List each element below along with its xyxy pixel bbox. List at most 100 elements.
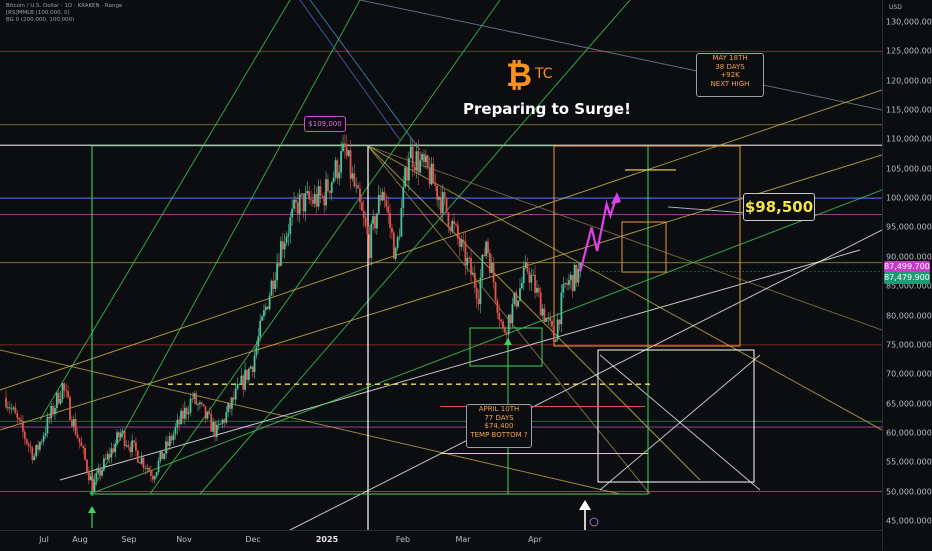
candle-body	[571, 275, 574, 292]
candle-body	[279, 241, 282, 266]
candle-body	[370, 223, 373, 258]
candle-body	[423, 154, 425, 163]
candle-body	[328, 190, 331, 193]
candle-body	[146, 468, 149, 469]
candle-body	[101, 469, 103, 476]
price-badge: 87,479.900	[884, 271, 930, 284]
candle-body	[231, 397, 233, 409]
candle-body	[197, 404, 199, 405]
target-price-callout: $98,500	[743, 193, 815, 221]
candle-body	[189, 398, 192, 413]
candle-body	[524, 262, 527, 268]
candle-body	[488, 253, 491, 273]
y-tick-label: 55,000.000	[886, 457, 932, 467]
x-tick-label: Aug	[72, 535, 88, 544]
candle-body	[114, 443, 117, 453]
candle-body	[170, 436, 173, 441]
candle-body	[345, 147, 348, 156]
candle-body	[93, 479, 96, 492]
y-tick-label: 60,000.000	[886, 428, 932, 438]
candle-body	[240, 375, 243, 385]
candle-body	[263, 310, 265, 317]
candle-body	[334, 160, 337, 178]
candle-body	[368, 234, 371, 258]
trendline-9	[367, 145, 882, 431]
candle-body	[161, 451, 164, 459]
candle-body	[229, 403, 231, 409]
candle-body	[349, 150, 352, 179]
candle-body	[136, 450, 139, 463]
candle-body	[52, 406, 54, 415]
candle-body	[121, 430, 124, 433]
candle-body	[402, 186, 405, 208]
projection-path	[579, 197, 618, 272]
candle-body	[118, 432, 120, 438]
candle-body	[38, 442, 41, 450]
candle-body	[332, 177, 335, 183]
candle-body	[285, 236, 288, 243]
trendline-16	[599, 354, 761, 491]
target-leader-line	[667, 206, 746, 214]
legend-indicator-1: [RS]MMLB (100,000, 0)	[6, 10, 70, 16]
trendline-4	[0, 89, 882, 391]
candle-body	[131, 440, 134, 453]
candle-body	[575, 264, 578, 283]
y-tick-label: 85,000.000	[886, 281, 932, 291]
candle-body	[460, 239, 463, 247]
candle-body	[253, 355, 256, 373]
candle-body	[37, 444, 39, 450]
candle-body	[434, 183, 437, 186]
candle-body	[392, 232, 395, 259]
candle-body	[494, 282, 497, 301]
candle-body	[485, 241, 487, 257]
candle-body	[242, 375, 245, 390]
candle-body	[321, 195, 324, 197]
candle-body	[317, 186, 320, 207]
candle-body	[311, 199, 314, 204]
candle-body	[63, 383, 66, 391]
candle-body	[123, 430, 126, 447]
candle-body	[451, 220, 454, 232]
candle-body	[449, 227, 452, 232]
candle-body	[50, 406, 53, 419]
candle-body	[468, 257, 471, 259]
candle-body	[464, 241, 467, 266]
candle-body	[413, 167, 416, 171]
candle-body	[421, 154, 423, 161]
candle-body	[8, 407, 11, 409]
candle-body	[84, 447, 86, 460]
candle-body	[377, 194, 380, 214]
trendline-13	[359, 0, 882, 111]
candle-body	[119, 432, 122, 438]
candle-body	[330, 182, 333, 193]
x-tick-label: Apr	[528, 535, 542, 544]
candle-body	[441, 192, 444, 214]
candle-body	[35, 444, 38, 457]
candle-body	[338, 172, 341, 179]
price-axis[interactable]: USD 130,000.000 125,000.000 120,000.000 115…	[882, 0, 932, 550]
candle-body	[208, 412, 211, 414]
candle-body	[558, 319, 561, 325]
next-high-line-3: +92K	[720, 71, 740, 79]
candle-body	[257, 336, 260, 347]
trendline-17	[299, 0, 401, 141]
candle-body	[165, 441, 167, 454]
candle-body	[534, 274, 536, 293]
candle-body	[569, 275, 572, 281]
candle-body	[236, 384, 239, 389]
candle-body	[490, 262, 493, 273]
y-tick-label: 120,000.000	[886, 76, 932, 86]
candle-body	[532, 274, 535, 276]
time-axis[interactable]: Jul Aug Sep Nov Dec 2025 Feb Mar Apr	[0, 530, 882, 551]
candle-body	[522, 267, 525, 284]
candle-body	[16, 413, 19, 418]
candle-body	[268, 295, 271, 310]
next-high-callout: MAY 18TH 38 DAYS +92K NEXT HIGH	[696, 53, 764, 97]
candle-body	[364, 217, 367, 226]
candle-body	[470, 258, 472, 275]
candle-body	[157, 460, 160, 473]
price-badge: 87,499.700	[884, 260, 930, 273]
candle-body	[112, 448, 115, 453]
candle-body	[238, 384, 241, 385]
candle-body	[195, 393, 198, 405]
